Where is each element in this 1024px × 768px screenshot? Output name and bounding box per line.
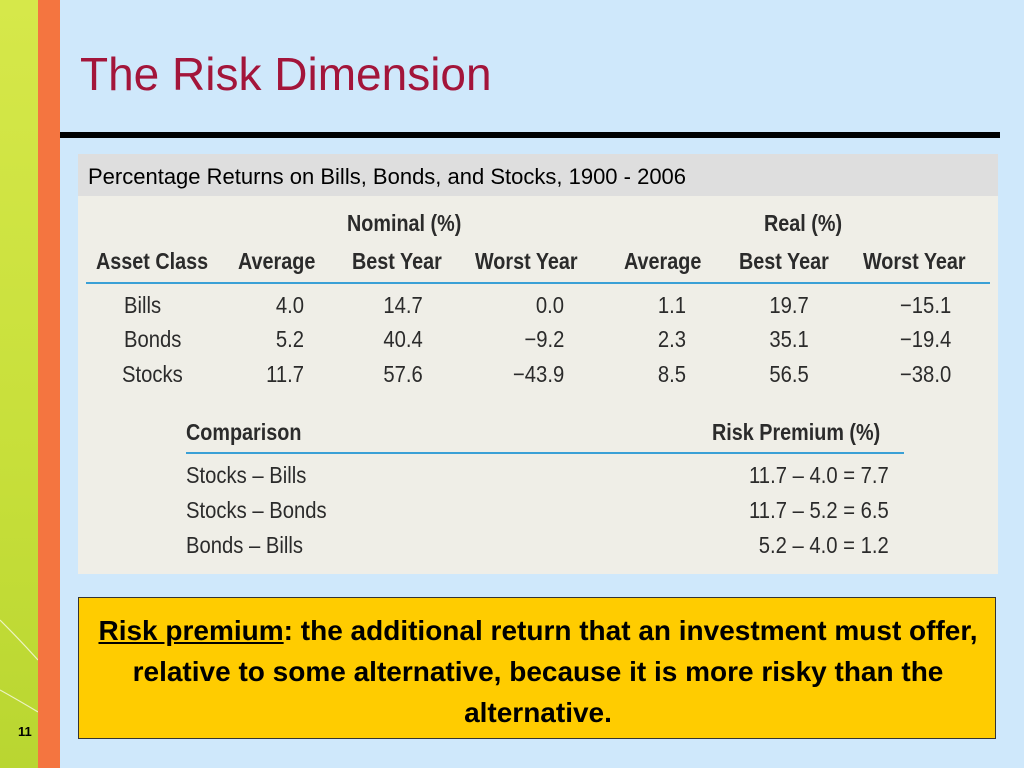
comparison-value: 11.7 – 5.2 = 6.5 [749,497,889,523]
table-cell: −38.0 [899,361,951,387]
table-cell: 11.7 [266,361,304,387]
comparison-rule [186,452,904,454]
table-cell: 35.1 [769,326,809,352]
group-header-nominal: Nominal (%) [347,210,462,236]
definition-callout: Risk premium: the additional return that… [78,597,996,739]
column-header: Asset Class [96,248,209,274]
slide-title: The Risk Dimension [80,48,492,100]
header-rule [86,282,990,284]
table-caption-bar: Percentage Returns on Bills, Bonds, and … [78,154,998,196]
definition-text: Risk premium: the additional return that… [79,610,997,733]
comparison-value: 11.7 – 4.0 = 7.7 [749,462,889,488]
table-cell: −43.9 [512,361,564,387]
definition-term: Risk premium [98,615,284,646]
column-header: Average [624,248,702,274]
definition-body: the additional return that an investment… [132,615,978,728]
definition-separator: : [283,615,293,646]
column-header: Best Year [739,248,829,274]
table-cell: 5.2 [275,326,304,352]
table-cell-asset: Bills [124,292,162,318]
table-cell: −9.2 [524,326,564,352]
title-divider [60,132,1000,138]
column-header: Worst Year [475,248,578,274]
table-cell: 0.0 [535,292,564,318]
column-header: Average [238,248,316,274]
table-cell: −19.4 [899,326,951,352]
left-orange-bar [38,0,60,768]
table-cell: 19.7 [769,292,809,318]
comparison-label: Bonds – Bills [186,532,304,558]
column-header: Best Year [352,248,442,274]
column-header: Worst Year [863,248,966,274]
risk-premium-header: Risk Premium (%) [712,419,881,445]
table-caption: Percentage Returns on Bills, Bonds, and … [88,164,687,189]
table-cell: 40.4 [383,326,423,352]
table-cell: 56.5 [769,361,809,387]
table-cell: 8.5 [657,361,686,387]
comparison-value: 5.2 – 4.0 = 1.2 [759,532,889,558]
group-header-real: Real (%) [764,210,843,236]
table-cell: 14.7 [383,292,423,318]
table-cell: 4.0 [275,292,304,318]
table-cell-asset: Stocks [122,361,183,387]
table-cell: 57.6 [383,361,423,387]
table-cell: −15.1 [899,292,951,318]
returns-table-panel: Percentage Returns on Bills, Bonds, and … [78,154,998,574]
comparison-label: Stocks – Bonds [186,497,327,523]
table-cell: 2.3 [657,326,686,352]
comparison-header: Comparison [186,419,302,445]
comparison-label: Stocks – Bills [186,462,307,488]
table-cell-asset: Bonds [124,326,182,352]
left-bar-decoration [0,619,38,713]
page-number: 11 [18,724,32,739]
table-cell: 1.1 [657,292,686,318]
